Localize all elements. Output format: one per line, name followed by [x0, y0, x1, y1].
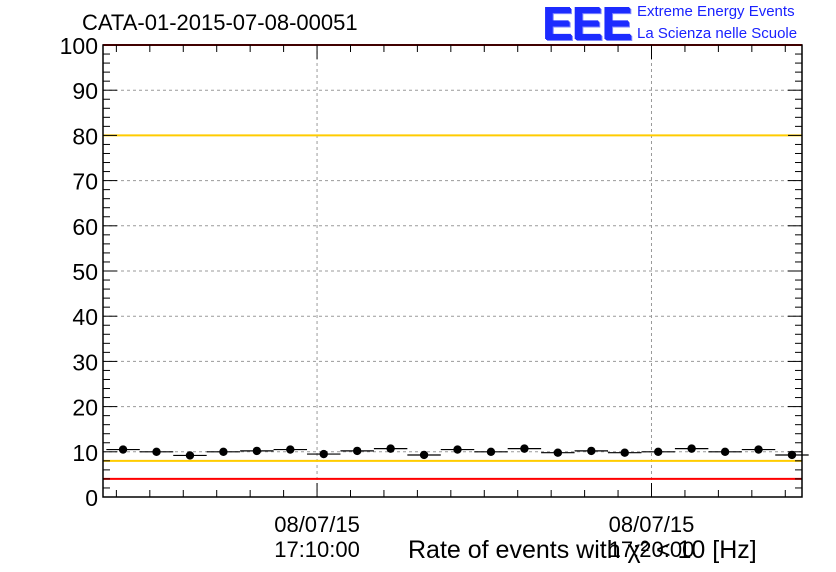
- data-point: [553, 448, 563, 457]
- x-tick-label-time: 17:20:00: [609, 537, 695, 562]
- y-tick-label: 50: [72, 259, 98, 285]
- data-point: [185, 451, 195, 460]
- data-point: [453, 445, 462, 454]
- data-point: [152, 447, 161, 456]
- x-tick-label-date: 08/07/15: [609, 512, 695, 537]
- data-point: [386, 444, 395, 453]
- y-tick-label: 60: [72, 214, 98, 240]
- data-point: [319, 449, 328, 459]
- data-point: [486, 447, 496, 456]
- data-point: [587, 446, 596, 456]
- data-point: [653, 447, 663, 456]
- y-tick-label: 40: [72, 304, 98, 330]
- y-tick-label: 100: [60, 33, 98, 59]
- data-point: [219, 447, 228, 456]
- y-tick-label: 20: [72, 395, 98, 421]
- data-point: [620, 448, 629, 457]
- x-tick-label-date: 08/07/15: [274, 512, 360, 537]
- data-point: [252, 446, 262, 456]
- data-point: [419, 450, 429, 460]
- y-tick-label: 30: [72, 349, 98, 375]
- data-point: [754, 445, 763, 454]
- logo-tagline-2: La Scienza nelle Scuole: [637, 25, 798, 42]
- data-point: [687, 444, 696, 453]
- y-tick-label: 90: [72, 78, 98, 104]
- data-point: [787, 450, 797, 460]
- chart-title: CATA-01-2015-07-08-00051: [82, 10, 358, 35]
- eee-logo: EEE Extreme Energy Events La Scienza nel…: [542, 0, 832, 46]
- data-point: [286, 445, 295, 454]
- y-tick-label: 80: [72, 123, 98, 149]
- x-axis-label: Rate of events with χ² < 10 [Hz]: [408, 536, 757, 564]
- data-point: [352, 446, 362, 456]
- data-point: [118, 445, 128, 454]
- logo-tagline-1: Extreme Energy Events: [637, 3, 795, 20]
- data-point: [520, 444, 529, 453]
- eee-logo-mark: EEE: [542, 0, 632, 49]
- y-tick-label: 70: [72, 169, 98, 195]
- data-point: [720, 447, 730, 456]
- y-tick-label: 0: [85, 485, 98, 511]
- x-tick-label-time: 17:10:00: [274, 537, 360, 562]
- y-tick-label: 10: [72, 440, 98, 466]
